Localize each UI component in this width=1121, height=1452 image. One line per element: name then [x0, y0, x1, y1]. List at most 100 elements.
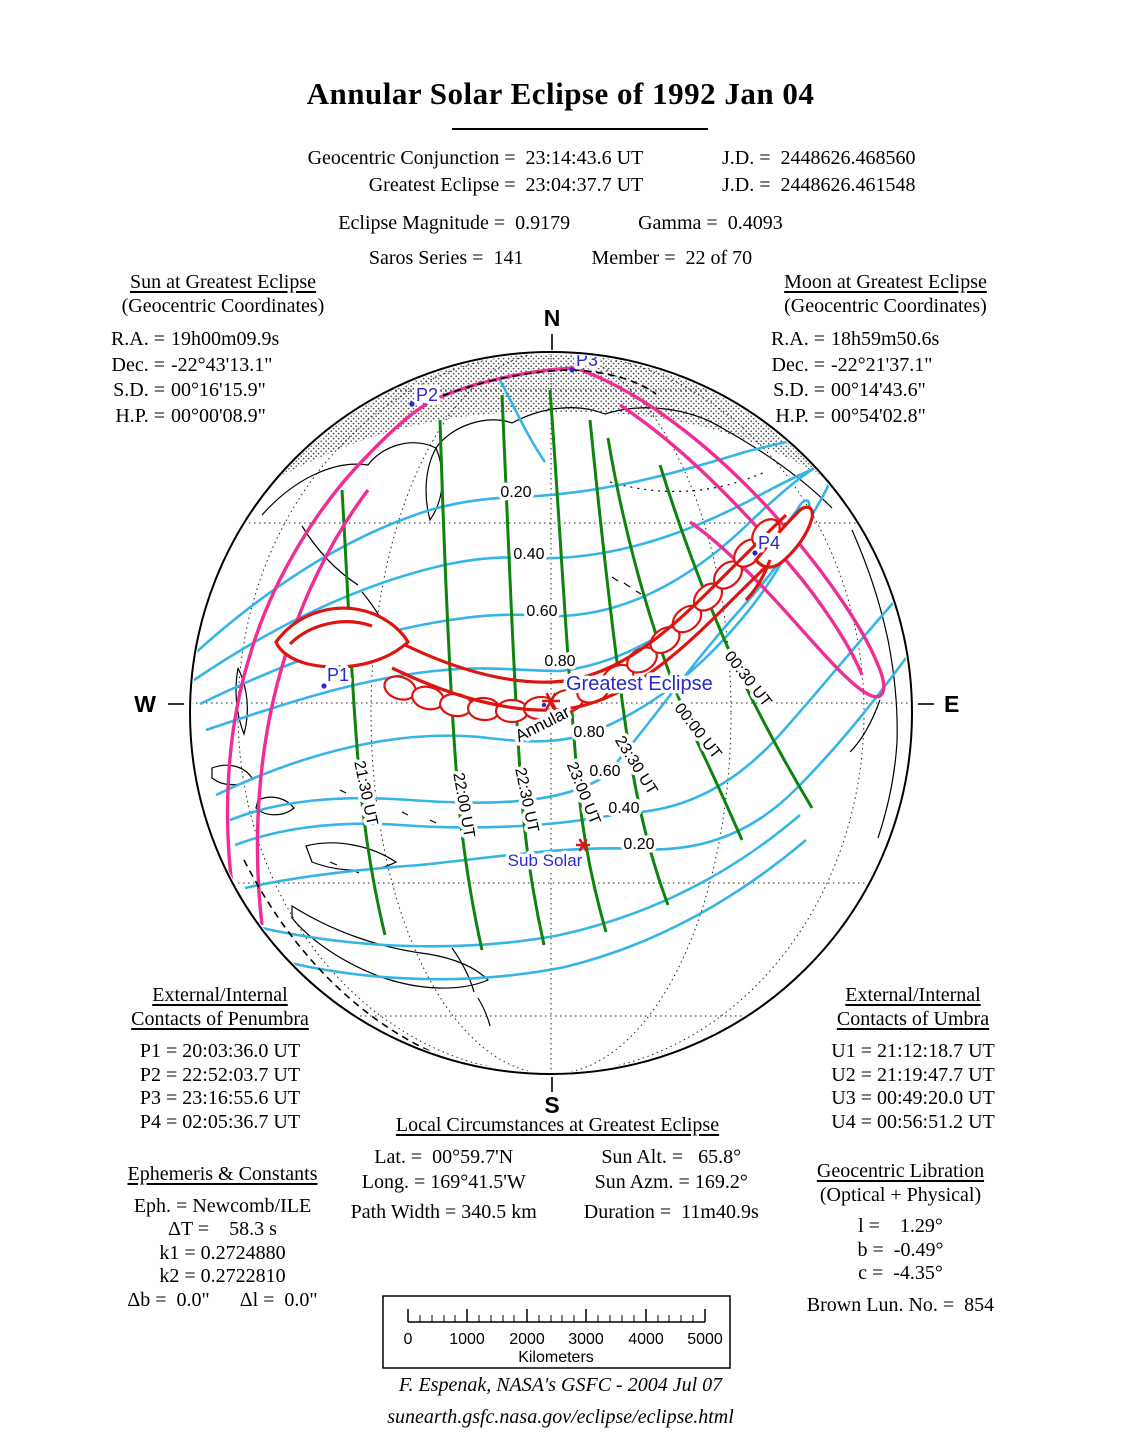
moon-dec-value: -22°21'37.1" — [831, 353, 933, 376]
umbra-u3: U3 = 00:49:20.0 UT — [831, 1087, 995, 1110]
moon-block-title: Moon at Greatest Eclipse — [784, 271, 987, 293]
penumbra-p2: P2 = 22:52:03.7 UT — [139, 1063, 301, 1086]
scale-tick-2000: 2000 — [509, 1331, 545, 1348]
penumbra-p3: P3 = 23:16:55.6 UT — [139, 1087, 301, 1110]
scale-minor-ticks — [419, 1315, 694, 1322]
ephemeris-k2: k2 = 0.2722810 — [159, 1265, 286, 1288]
ut-label-0030: 00:30 UT — [721, 648, 775, 711]
sun-hp-label: H.P. = — [115, 404, 165, 427]
ephemeris-k1: k1 = 0.2724880 — [159, 1241, 286, 1264]
ephemeris-title: Ephemeris & Constants — [127, 1163, 318, 1185]
greatest-eclipse-asterisk — [542, 692, 560, 710]
brown-lunation-number: Brown Lun. No. = 854 — [806, 1293, 995, 1316]
page-title: Annular Solar Eclipse of 1992 Jan 04 — [306, 76, 815, 111]
local-title: Local Circumstances at Greatest Eclipse — [395, 1114, 720, 1136]
central-path — [274, 505, 814, 724]
path-west-inner-line — [288, 620, 373, 646]
conjunction-label: Geocentric Conjunction = — [307, 147, 516, 169]
scale-bar: 0 1000 2000 3000 4000 5000 Kilometers — [382, 1295, 731, 1369]
moon-dec-label: Dec. = — [771, 353, 825, 376]
local-duration: Duration = 11m40.9s — [583, 1200, 759, 1223]
sun-sd-label: S.D. = — [113, 379, 165, 402]
member-value: 22 of 70 — [685, 247, 753, 269]
url-line: sunearth.gsfc.nasa.gov/eclipse/eclipse.h… — [387, 1406, 734, 1428]
ut-label-2200: 22:00 UT — [449, 771, 477, 839]
p2-point — [409, 401, 415, 407]
p3-label: P3 — [576, 350, 598, 370]
sub-solar-asterisk — [576, 838, 590, 852]
umbra-contacts-block: External/Internal Contacts of Umbra U1 =… — [793, 984, 1033, 1135]
moon-ra-label: R.A. = — [770, 328, 825, 351]
local-path-width: Path Width = 340.5 km — [350, 1200, 537, 1223]
moon-hp-label: H.P. = — [775, 404, 825, 427]
penumbra-contacts-block: External/Internal Contacts of Penumbra P… — [100, 984, 340, 1135]
penumbra-p1: P1 = 20:03:36.0 UT — [139, 1040, 301, 1063]
compass-labels: N S W E — [134, 305, 959, 1118]
moon-block-subtitle: (Geocentric Coordinates) — [784, 294, 987, 317]
map-annotations: P1 P2 P3 P4 Greatest Eclipse — [321, 350, 784, 874]
umbra-u1: U1 = 21:12:18.7 UT — [831, 1040, 995, 1063]
greatest-value: 23:04:37.7 UT — [525, 174, 644, 196]
magnitude-label-north-060: 0.60 — [526, 603, 557, 620]
magnitude-label-north-020: 0.20 — [500, 484, 531, 501]
moon-sd-label: S.D. = — [773, 379, 825, 402]
moon-ra-value: 18h59m50.6s — [831, 328, 940, 351]
magnitude-isolines — [192, 379, 908, 981]
local-lat: Lat. = 00°59.7'N — [374, 1145, 514, 1168]
scale-tick-4000: 4000 — [628, 1331, 664, 1348]
magnitude-label-south-040: 0.40 — [608, 800, 639, 817]
greatest-label: Greatest Eclipse = — [368, 174, 516, 196]
saros-member-row: Saros Series = 141 Member = 22 of 70 — [0, 247, 1121, 270]
member-label: Member = — [591, 247, 676, 269]
path-south-limit — [391, 534, 802, 712]
path-east-spur — [744, 559, 772, 602]
magnitude-value: 0.9179 — [515, 212, 571, 234]
gamma-label: Gamma = — [638, 212, 718, 234]
ut-isolines — [340, 389, 814, 951]
p1-point — [321, 683, 327, 689]
sun-dec-label: Dec. = — [111, 353, 165, 376]
umbra-u2: U2 = 21:19:47.7 UT — [831, 1063, 995, 1086]
libration-title: Geocentric Libration — [816, 1160, 985, 1182]
penumbra-title-line1: External/Internal — [152, 984, 288, 1006]
scale-tick-0: 0 — [404, 1331, 413, 1348]
compass-west-label: W — [134, 691, 156, 717]
local-sun-alt: Sun Alt. = 65.8° — [601, 1145, 742, 1168]
umbra-u4: U4 = 00:56:51.2 UT — [831, 1110, 995, 1133]
credit-line: F. Espenak, NASA's GSFC - 2004 Jul 07 — [398, 1374, 723, 1396]
path-north-limit — [394, 513, 788, 684]
magnitude-label: Eclipse Magnitude = — [338, 212, 506, 234]
greatest-jd-label: J.D. = — [721, 174, 771, 196]
local-long: Long. = 169°41.5'W — [361, 1171, 526, 1194]
scale-unit-label: Kilometers — [518, 1349, 594, 1366]
sun-block: Sun at Greatest Eclipse (Geocentric Coor… — [103, 271, 343, 429]
magnitude-label-north-040: 0.40 — [513, 546, 544, 563]
ut-label-2130: 21:30 UT — [350, 759, 380, 827]
libration-l: l = 1.29° — [858, 1215, 943, 1238]
sub-solar-label: Sub Solar — [508, 851, 583, 870]
p2-label: P2 — [416, 385, 438, 405]
scale-major-ticks — [407, 1309, 706, 1322]
stipple-twilight-band — [275, 354, 827, 480]
sun-block-title: Sun at Greatest Eclipse — [129, 271, 317, 293]
sun-ra-value: 19h00m09.9s — [171, 328, 280, 351]
sun-sd-value: 00°16'15.9" — [171, 379, 266, 402]
sun-dec-value: -22°43'13.1" — [171, 353, 273, 376]
greatest-eclipse-label: Greatest Eclipse — [566, 673, 713, 695]
greatest-eclipse-point — [541, 702, 547, 708]
magnitude-label-south-060: 0.60 — [589, 763, 620, 780]
compass-east-label: E — [944, 691, 959, 717]
penumbra-title-line2: Contacts of Penumbra — [131, 1007, 309, 1030]
p4-point — [752, 550, 758, 556]
compass-north-label: N — [544, 305, 561, 331]
saros-label: Saros Series = — [368, 247, 484, 269]
greatest-eclipse-row: Greatest Eclipse = 23:04:37.7 UT J.D. = … — [0, 174, 1121, 197]
magnitude-gamma-row: Eclipse Magnitude = 0.9179 Gamma = 0.409… — [0, 212, 1121, 235]
umbra-title-line2: Contacts of Umbra — [836, 1007, 990, 1030]
compass-south-label: S — [544, 1092, 559, 1118]
rise-set-dashed-curves — [243, 369, 657, 1055]
globe-outline — [189, 351, 913, 1075]
local-sun-azm: Sun Azm. = 169.2° — [594, 1171, 748, 1194]
conjunction-jd-value: 2448626.468560 — [780, 147, 916, 169]
